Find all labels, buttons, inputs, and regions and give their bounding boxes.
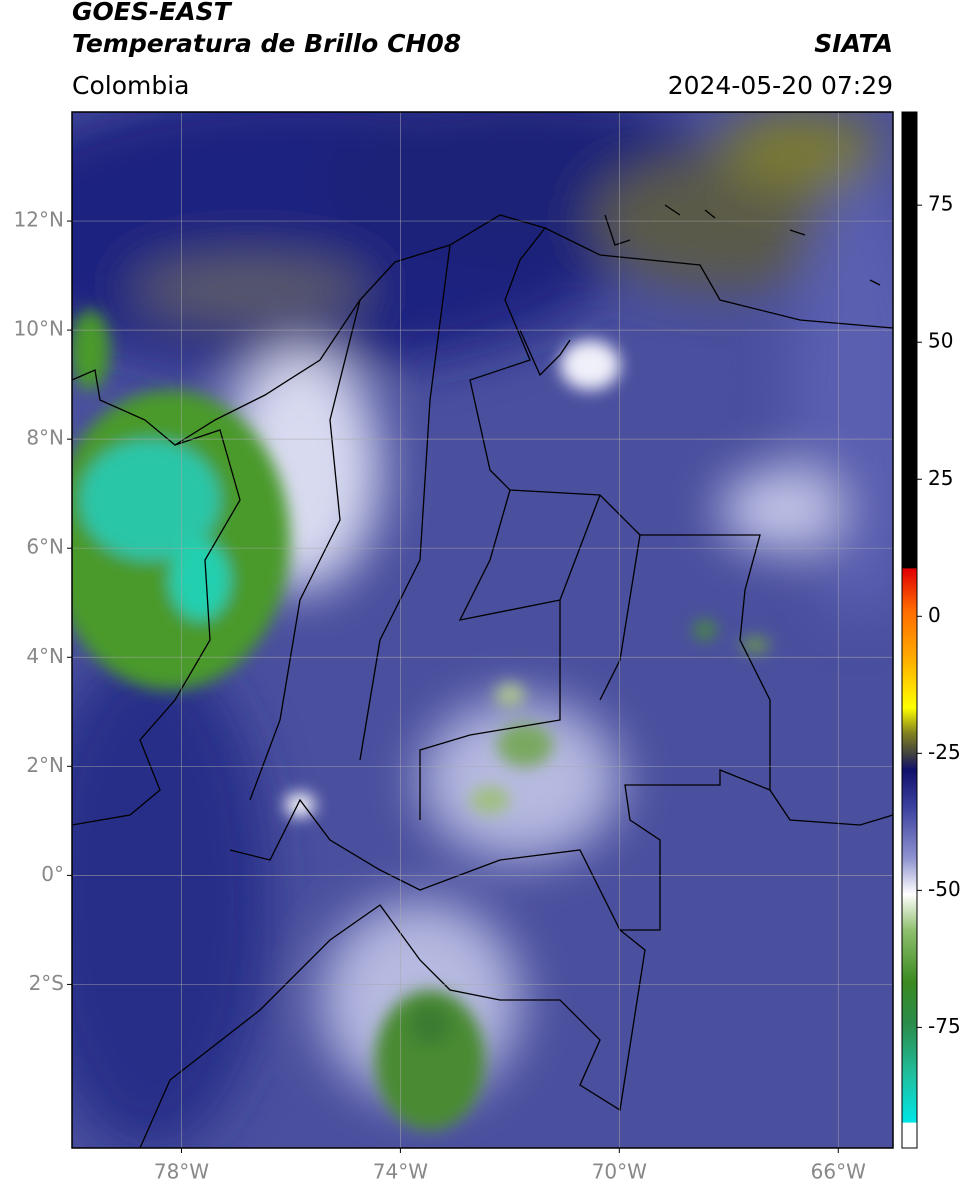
source: SIATA bbox=[814, 29, 893, 58]
x-tick-label: 78°W bbox=[154, 1160, 209, 1184]
colorbar-tick-label: 50 bbox=[928, 329, 953, 353]
x-tick-label: 66°W bbox=[811, 1160, 866, 1184]
subtitle: Temperatura de Brillo CH08 bbox=[72, 29, 461, 58]
colorbar-tick-label: -75 bbox=[928, 1014, 961, 1038]
colorbar-tick-label: -25 bbox=[928, 740, 961, 764]
y-tick-label: 2°N bbox=[26, 753, 64, 777]
grid bbox=[72, 112, 893, 1148]
colorbar-tick-label: 25 bbox=[928, 466, 953, 490]
y-tick-label: 12°N bbox=[14, 208, 64, 232]
y-tick-label: 6°N bbox=[26, 535, 64, 559]
region: Colombia bbox=[72, 71, 189, 100]
y-tick-label: 4°N bbox=[26, 644, 64, 668]
colorbar-tick-label: 0 bbox=[928, 603, 941, 627]
imagery bbox=[72, 112, 893, 1148]
datetime: 2024-05-20 07:29 bbox=[668, 71, 893, 100]
title: GOES-EAST bbox=[72, 0, 233, 26]
y-tick-label: 8°N bbox=[26, 426, 64, 450]
x-tick-label: 74°W bbox=[373, 1160, 428, 1184]
y-tick-label: 10°N bbox=[14, 317, 64, 341]
y-tick-label: 2°S bbox=[29, 971, 64, 995]
x-tick-label: 70°W bbox=[592, 1160, 647, 1184]
colorbar-tick-label: -50 bbox=[928, 877, 961, 901]
colorbar-tick-label: 75 bbox=[928, 192, 953, 216]
map-frame bbox=[71, 111, 894, 1149]
y-tick-label: 0° bbox=[41, 862, 64, 886]
colorbar bbox=[901, 111, 918, 1149]
